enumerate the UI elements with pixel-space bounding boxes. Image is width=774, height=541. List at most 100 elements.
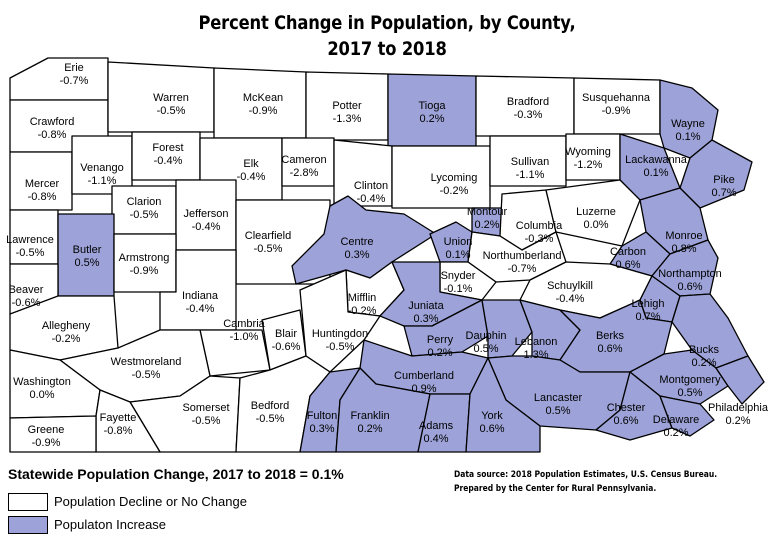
county-label-luzerne: Luzerne 0.0% [576, 206, 616, 232]
county-value: 0.6% [677, 281, 703, 293]
county-name: Lancaster [533, 392, 583, 404]
county-name: Lawrence [6, 234, 54, 246]
county-label-montgomery: Montgomery 0.5% [659, 374, 720, 400]
county-value: -0.5% [156, 105, 186, 117]
county-name: Clinton [353, 180, 389, 192]
county-shape-sullivan [489, 135, 567, 187]
county-name: Northumberland [482, 250, 562, 262]
county-name: Blair [274, 328, 297, 340]
county-value: -0.9% [248, 105, 278, 117]
county-value: -0.6% [11, 297, 41, 309]
map-title-line-2: 2017 to 2018 [327, 38, 447, 60]
county-value: 0.7% [711, 187, 737, 199]
county-value: 0.8% [671, 243, 697, 255]
county-value: 0.6% [597, 343, 623, 355]
county-label-huntingdon: Huntingdon -0.5% [312, 328, 368, 354]
county-value: 0.6% [615, 259, 641, 271]
county-value: -0.5% [325, 341, 355, 353]
county-name: Bucks [689, 344, 719, 356]
county-label-somerset: Somerset -0.5% [182, 402, 229, 428]
county-name: Luzerne [576, 206, 616, 218]
county-value: -0.4% [153, 155, 183, 167]
county-value: -1.1% [87, 175, 117, 187]
county-label-forest: Forest -0.4% [152, 142, 183, 168]
county-label-franklin: Franklin 0.2% [350, 410, 389, 436]
county-value: 0.7% [635, 311, 661, 323]
prepared-by-line: Prepared by the Center for Rural Pennsyl… [454, 484, 657, 494]
county-name: Schuylkill [547, 280, 593, 292]
county-name: Warren [153, 92, 189, 104]
county-name: Venango [80, 162, 124, 174]
county-value: -0.4% [185, 303, 215, 315]
county-label-venango: Venango -1.1% [80, 162, 123, 188]
county-shape-northumberland [467, 231, 567, 283]
county-name: Potter [332, 100, 362, 112]
county-value: -0.5% [131, 369, 161, 381]
legend-label-increase: Populaton Increase [54, 517, 167, 532]
county-value: -0.8% [103, 425, 133, 437]
county-label-monroe: Monroe 0.8% [665, 230, 702, 256]
county-label-clinton: Clinton -0.4% [354, 180, 388, 206]
county-value: 0.1% [445, 249, 471, 261]
county-value: 0.2% [691, 357, 717, 369]
county-name: Indiana [181, 290, 219, 302]
county-value: 0.2% [427, 347, 453, 359]
data-source-line: Data source: 2018 Population Estimates, … [454, 470, 718, 480]
county-name: Adams [418, 420, 454, 432]
county-value: 0.1% [643, 167, 669, 179]
county-value: -0.4% [555, 293, 585, 305]
statewide-change: Statewide Population Change, 2017 to 201… [8, 466, 344, 482]
county-name: Lackawanna [625, 154, 687, 166]
county-name: Somerset [182, 402, 230, 414]
county-value: 0.0% [583, 219, 609, 231]
county-value: 0.3% [309, 423, 335, 435]
county-label-westmoreland: Westmoreland -0.5% [111, 356, 182, 382]
county-value: 0.5% [545, 405, 571, 417]
county-value: -0.5% [255, 413, 285, 425]
county-name: Northampton [658, 268, 722, 280]
county-name: Cameron [281, 154, 327, 166]
county-name: Susquehanna [582, 92, 650, 104]
county-label-snyder: Snyder -0.1% [441, 270, 476, 296]
county-name: Chester [606, 402, 646, 414]
county-label-tioga: Tioga 0.2% [418, 100, 445, 126]
county-label-sullivan: Sullivan -1.1% [511, 156, 550, 182]
county-name: Huntingdon [311, 328, 369, 340]
county-name: Butler [72, 244, 102, 256]
county-value: -1.1% [515, 169, 545, 181]
county-label-union: Union 0.1% [444, 236, 473, 262]
county-name: Clarion [126, 196, 162, 208]
county-name: Pike [713, 174, 735, 186]
county-label-schuylkill: Schuylkill -0.4% [547, 280, 593, 306]
county-value: -0.4% [191, 221, 221, 233]
county-label-beaver: Beaver -0.6% [9, 284, 44, 310]
county-label-lawrence: Lawrence -0.5% [6, 234, 54, 260]
county-name: Westmoreland [110, 356, 182, 368]
county-shape-greene [9, 415, 97, 453]
county-name: Snyder [440, 270, 476, 282]
county-name: Perry [426, 334, 454, 346]
county-label-delaware: Delaware 0.2% [653, 414, 699, 440]
county-name: Delaware [652, 414, 700, 426]
county-value: -2.8% [289, 167, 319, 179]
county-name: Union [443, 236, 473, 248]
county-label-crawford: Crawford -0.8% [30, 116, 75, 142]
county-label-bedford: Bedford -0.5% [251, 400, 290, 426]
county-value: 0.6% [613, 415, 639, 427]
county-value: -0.5% [191, 415, 221, 427]
county-value: -0.2% [347, 305, 377, 317]
county-name: Lycoming [430, 172, 478, 184]
county-name: Carbon [609, 246, 647, 258]
county-label-lehigh: Lehigh 0.7% [631, 298, 664, 324]
county-value: 0.2% [725, 415, 751, 427]
county-label-greene: Greene -0.9% [28, 424, 65, 450]
county-name: Montgomery [659, 374, 721, 386]
county-value: -0.6% [271, 341, 301, 353]
county-value: -0.9% [601, 105, 631, 117]
county-value: 0.5% [677, 387, 703, 399]
county-value: 0.0% [29, 389, 55, 401]
county-value: -1.2% [573, 159, 603, 171]
county-label-montour: Montour 0.2% [467, 206, 507, 232]
county-label-fulton: Fulton 0.3% [307, 410, 338, 436]
